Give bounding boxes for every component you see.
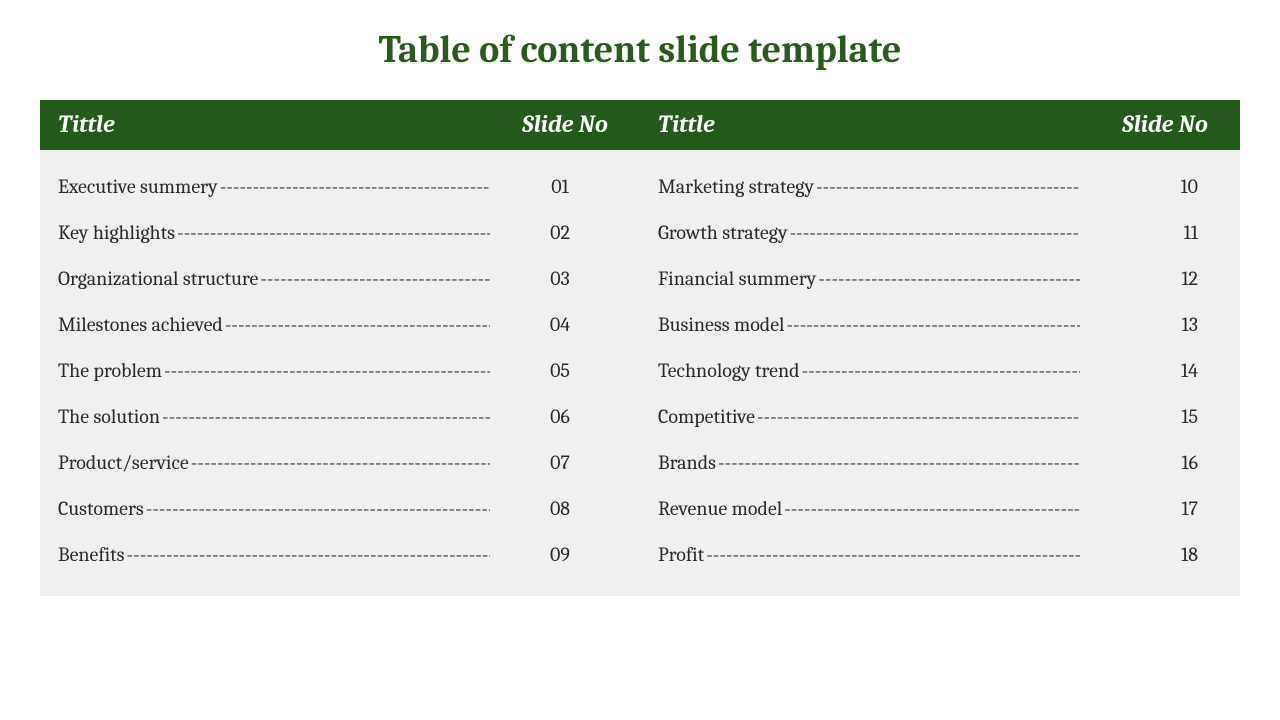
toc-row: Competitive ----------------------------… [640, 394, 1240, 440]
toc-column-right: Marketing strategy ---------------------… [640, 164, 1240, 578]
toc-header-right: Tittle Slide No [640, 110, 1240, 138]
toc-entry-number: 11 [1080, 220, 1240, 246]
toc-entry-label: Key highlights [40, 220, 175, 246]
toc-entry-label: Marketing strategy [640, 174, 814, 200]
toc-leader-dashes: ----------------------------------------… [160, 404, 490, 430]
toc-entry-number: 18 [1080, 542, 1240, 568]
header-title-left: Tittle [40, 110, 480, 138]
toc-leader-dashes: ----------------------------------------… [258, 266, 490, 292]
toc-entry-label: Customers [40, 496, 144, 522]
toc-entry-number: 02 [490, 220, 640, 246]
toc-entry-label: Business model [640, 312, 784, 338]
toc-body: Executive summery-----------------------… [40, 150, 1240, 596]
toc-row: Customers ------------------------------… [40, 486, 640, 532]
toc-row: Marketing strategy ---------------------… [640, 164, 1240, 210]
toc-entry-number: 17 [1080, 496, 1240, 522]
toc-leader-dashes: ----------------------------------------… [175, 220, 490, 246]
toc-entry-label: Product/service [40, 450, 189, 476]
toc-row: Organizational structure ---------------… [40, 256, 640, 302]
toc-entry-number: 14 [1080, 358, 1240, 384]
toc-leader-dashes: ----------------------------------------… [755, 404, 1080, 430]
toc-row: Benefits -------------------------------… [40, 532, 640, 578]
toc-row: Business model -------------------------… [640, 302, 1240, 348]
toc-leader-dashes: ----------------------------------------… [218, 174, 490, 200]
toc-leader-dashes: ----------------------------------------… [784, 312, 1080, 338]
toc-row: Product/service ------------------------… [40, 440, 640, 486]
toc-entry-number: 13 [1080, 312, 1240, 338]
toc-entry-label: Financial summery [640, 266, 816, 292]
toc-entry-number: 04 [490, 312, 640, 338]
toc-entry-number: 03 [490, 266, 640, 292]
toc-entry-number: 07 [490, 450, 640, 476]
toc-entry-label: Competitive [640, 404, 755, 430]
toc-leader-dashes: ----------------------------------------… [162, 358, 490, 384]
toc-entry-number: 10 [1080, 174, 1240, 200]
toc-row: The solution ---------------------------… [40, 394, 640, 440]
toc-leader-dashes: ----------------------------------------… [704, 542, 1080, 568]
toc-entry-label: Benefits [40, 542, 125, 568]
toc-row: Technology trend -----------------------… [640, 348, 1240, 394]
toc-header-row: Tittle Slide No Tittle Slide No [40, 100, 1240, 150]
toc-entry-number: 01 [490, 174, 640, 200]
toc-row: Executive summery-----------------------… [40, 164, 640, 210]
toc-row: Financial summery ----------------------… [640, 256, 1240, 302]
header-number-right: Slide No [1080, 110, 1240, 138]
toc-entry-number: 12 [1080, 266, 1240, 292]
toc-entry-number: 05 [490, 358, 640, 384]
slide-title: Table of content slide template [40, 28, 1240, 72]
toc-entry-label: The solution [40, 404, 160, 430]
toc-entry-number: 08 [490, 496, 640, 522]
toc-leader-dashes: ----------------------------------------… [788, 220, 1080, 246]
header-title-right: Tittle [640, 110, 1080, 138]
toc-leader-dashes: ----------------------------------------… [782, 496, 1080, 522]
toc-row: Milestones achieved --------------------… [40, 302, 640, 348]
toc-leader-dashes: ----------------------------------------… [144, 496, 490, 522]
toc-leader-dashes: ----------------------------------------… [716, 450, 1080, 476]
toc-entry-label: Profit [640, 542, 704, 568]
toc-entry-number: 15 [1080, 404, 1240, 430]
header-number-left: Slide No [480, 110, 640, 138]
toc-leader-dashes: ----------------------------------------… [800, 358, 1080, 384]
toc-row: Profit----------------------------------… [640, 532, 1240, 578]
toc-header-left: Tittle Slide No [40, 110, 640, 138]
toc-row: Key highlights -------------------------… [40, 210, 640, 256]
toc-entry-label: Revenue model [640, 496, 782, 522]
toc-table: Tittle Slide No Tittle Slide No Executiv… [40, 100, 1240, 596]
toc-entry-number: 16 [1080, 450, 1240, 476]
toc-entry-number: 06 [490, 404, 640, 430]
toc-entry-label: Technology trend [640, 358, 800, 384]
toc-entry-label: Executive summery [40, 174, 218, 200]
toc-leader-dashes: ----------------------------------------… [125, 542, 490, 568]
toc-entry-number: 09 [490, 542, 640, 568]
toc-leader-dashes: ----------------------------------------… [223, 312, 490, 338]
toc-row: Brands ---------------------------------… [640, 440, 1240, 486]
toc-leader-dashes: ----------------------------------------… [189, 450, 490, 476]
toc-entry-label: The problem [40, 358, 162, 384]
toc-row: Revenue model --------------------------… [640, 486, 1240, 532]
toc-entry-label: Brands [640, 450, 716, 476]
toc-leader-dashes: ----------------------------------------… [816, 266, 1080, 292]
toc-row: Growth strategy ------------------------… [640, 210, 1240, 256]
toc-entry-label: Organizational structure [40, 266, 258, 292]
toc-row: The problem ----------------------------… [40, 348, 640, 394]
toc-column-left: Executive summery-----------------------… [40, 164, 640, 578]
toc-leader-dashes: ----------------------------------------… [814, 174, 1080, 200]
toc-entry-label: Growth strategy [640, 220, 788, 246]
toc-entry-label: Milestones achieved [40, 312, 223, 338]
